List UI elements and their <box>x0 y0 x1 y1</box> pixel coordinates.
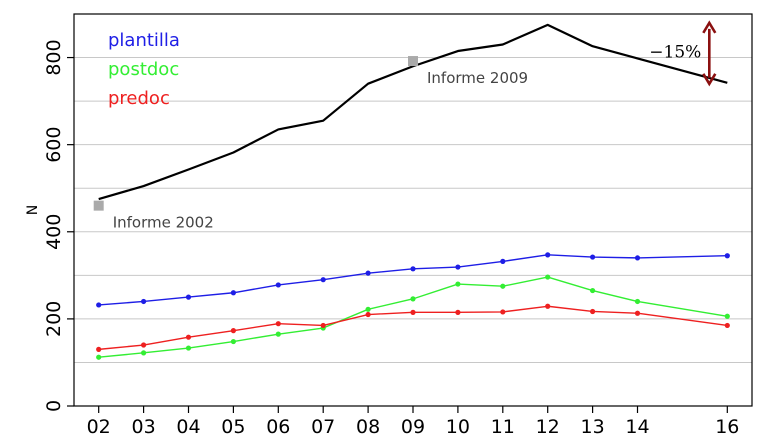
data-point <box>230 328 236 334</box>
series-predoc <box>96 303 730 352</box>
data-point <box>590 254 596 260</box>
y-tick-label: 400 <box>43 214 65 250</box>
x-tick-label: 07 <box>311 416 335 438</box>
data-point <box>140 350 147 356</box>
x-tick-label: 05 <box>221 416 245 438</box>
x-tick-labels: 02 03 04 05 06 07 08 09 10 11 12 13 14 16 <box>87 416 740 438</box>
axes <box>67 13 753 413</box>
x-tick-label: 11 <box>491 416 515 438</box>
data-point <box>455 309 461 315</box>
data-point <box>724 322 730 329</box>
data-point <box>724 313 730 319</box>
data-point <box>96 346 102 352</box>
x-tick-label: 06 <box>266 416 290 438</box>
data-point <box>275 331 281 337</box>
data-point <box>96 354 102 360</box>
data-point <box>230 338 236 345</box>
data-point <box>410 309 416 315</box>
annotations: Informe 2002 Informe 2009 −15% <box>93 20 717 232</box>
data-point <box>410 266 416 272</box>
data-point <box>455 281 461 287</box>
data-point <box>275 282 281 288</box>
data-point <box>724 253 730 259</box>
legend-entry-plantilla: plantilla <box>108 30 180 51</box>
data-point <box>140 342 147 348</box>
range-arrow-head-up <box>702 20 717 34</box>
data-point <box>320 322 326 329</box>
x-tick-label: 08 <box>356 416 380 438</box>
series-postdoc <box>96 274 730 360</box>
series-line-plantilla <box>98 254 728 306</box>
x-tick-label: 14 <box>625 416 649 438</box>
data-point <box>500 258 506 264</box>
y-tick-label: 600 <box>43 127 65 163</box>
y-axis-label: N <box>25 205 41 215</box>
data-point <box>634 310 641 316</box>
report-marker <box>93 200 104 211</box>
data-point <box>320 277 326 283</box>
x-tick-label: 03 <box>132 416 156 438</box>
data-point <box>410 296 416 302</box>
series-group <box>96 23 730 360</box>
report-label: Informe 2002 <box>113 214 214 232</box>
y-tick-labels: 0 200 400 600 800 <box>43 39 65 412</box>
series-total <box>98 23 728 201</box>
series-line-predoc <box>98 305 728 351</box>
report-marker <box>408 56 418 67</box>
data-point <box>634 298 641 305</box>
data-point <box>140 298 147 305</box>
data-point <box>365 311 371 318</box>
y-tick-label: 0 <box>43 400 65 412</box>
data-point <box>230 290 236 296</box>
x-tick-label: 12 <box>536 416 560 438</box>
data-point <box>500 309 506 315</box>
data-point <box>590 308 596 315</box>
percent-change-label: −15% <box>649 42 701 62</box>
legend-entry-predoc: predoc <box>108 88 170 109</box>
report-label: Informe 2009 <box>427 69 528 87</box>
x-tick-label: 13 <box>581 416 605 438</box>
x-tick-label: 09 <box>401 416 425 438</box>
x-tick-label: 04 <box>176 416 200 438</box>
data-point <box>545 274 551 280</box>
legend: plantilla postdoc predoc <box>108 30 180 109</box>
series-line-postdoc <box>98 276 728 358</box>
data-point <box>365 270 371 276</box>
data-point <box>455 264 461 270</box>
y-tick-label: 200 <box>43 301 65 337</box>
x-tick-label: 10 <box>446 416 470 438</box>
data-point <box>545 303 551 309</box>
x-tick-label: 02 <box>87 416 111 438</box>
data-point <box>545 252 551 258</box>
data-point <box>185 294 192 300</box>
x-tick-label: 16 <box>715 416 739 438</box>
series-line-total <box>98 23 728 201</box>
data-point <box>275 321 281 327</box>
range-arrow-head-down <box>702 73 717 87</box>
legend-entry-postdoc: postdoc <box>108 59 179 80</box>
data-point <box>185 345 192 351</box>
data-point <box>590 287 596 294</box>
data-point <box>634 255 641 261</box>
data-point <box>185 334 192 340</box>
data-point <box>500 283 506 289</box>
y-tick-label: 800 <box>43 39 65 75</box>
series-plantilla <box>96 252 730 308</box>
grid-lines <box>74 57 752 363</box>
data-point <box>96 302 102 308</box>
data-point <box>365 306 371 312</box>
